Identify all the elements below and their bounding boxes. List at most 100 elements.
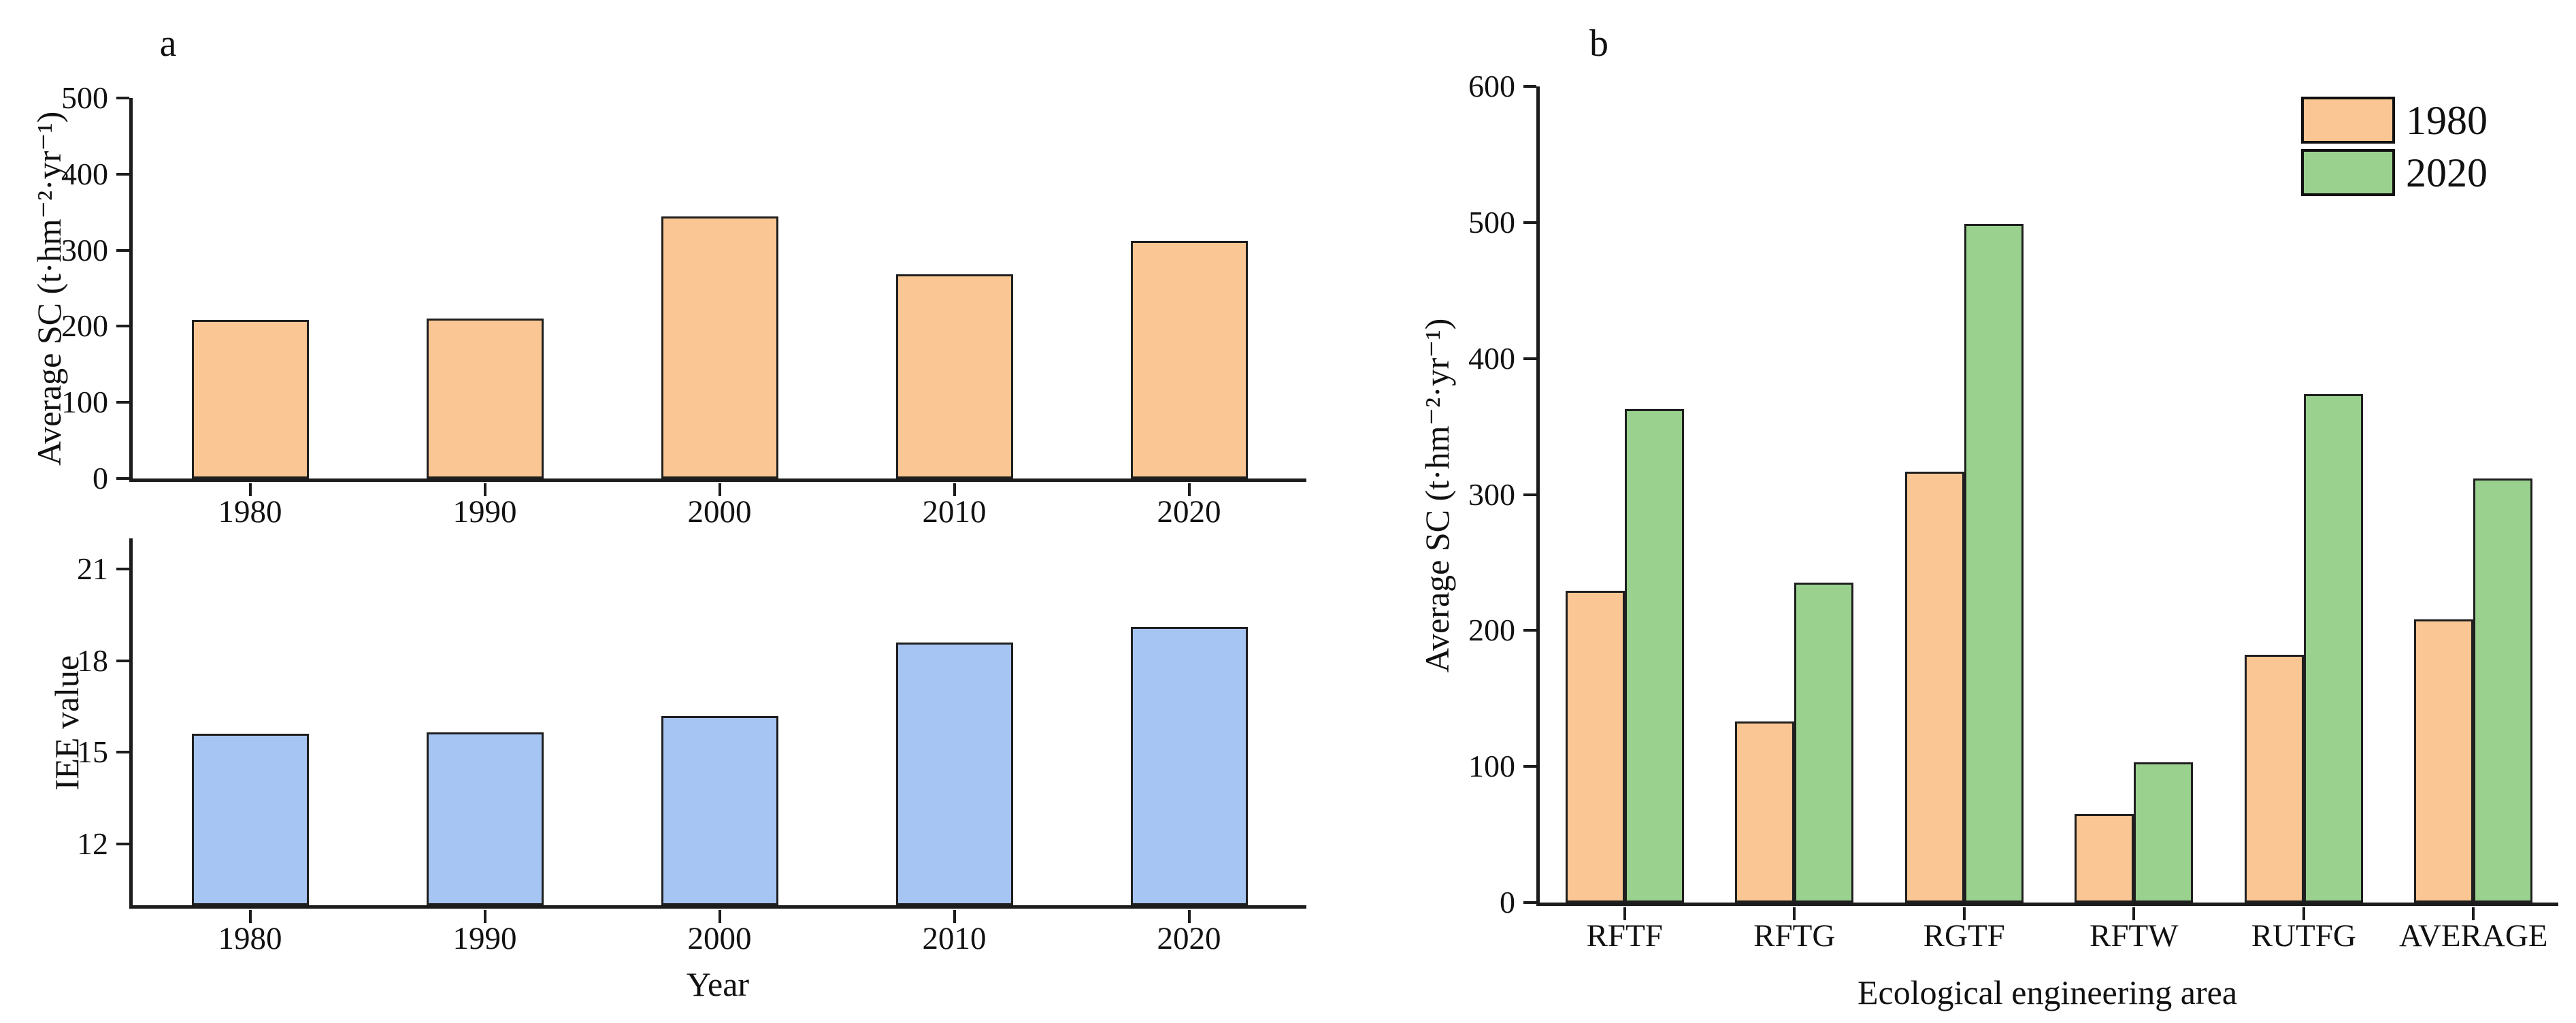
x-axis-tick-label: 1980 <box>218 921 282 956</box>
x-axis-tick <box>953 910 956 923</box>
legend-label: 1980 <box>2406 97 2488 143</box>
y-axis-tick-label: 200 <box>1468 613 1515 648</box>
x-axis-tick-label: RFTF <box>1586 918 1663 954</box>
y-axis-tick <box>116 659 129 662</box>
x-axis-tick-label: 1990 <box>452 921 517 956</box>
bar-IEE value-2020 <box>1130 627 1248 905</box>
panel-a-letter: a <box>159 22 177 65</box>
y-axis-tick-label: 12 <box>77 826 108 862</box>
x-axis-tick <box>718 910 721 923</box>
x-axis-tick <box>248 483 252 496</box>
x-axis-tick-label: 2000 <box>687 494 752 530</box>
y-axis-tick-label: 500 <box>61 80 108 115</box>
x-axis-tick-label: 2010 <box>922 921 987 956</box>
y-axis-tick-label: 300 <box>61 232 108 267</box>
x-axis-tick-label: 2020 <box>1157 494 1221 530</box>
y-axis-tick <box>1523 221 1536 224</box>
x-axis-tick-label: 2000 <box>687 921 752 956</box>
bar-2020-RFTW <box>2134 762 2194 903</box>
bar-1980-AVERAGE <box>2414 619 2474 903</box>
bar-1980-RFTG <box>1735 721 1795 903</box>
legend-entry: 1980 <box>2301 97 2488 144</box>
y-axis-tick-label: 500 <box>1468 204 1515 240</box>
bar-IEE value-2010 <box>895 642 1013 905</box>
bar-Average SC-2000 <box>661 216 778 478</box>
y-axis-tick <box>1523 85 1536 88</box>
y-axis-tick-label: 0 <box>1500 885 1515 920</box>
panel-a-bottom-bar-chart: 12 15 18 21 1980 1990 2000 2010 2020 <box>77 538 1306 955</box>
legend-entry: 2020 <box>2301 149 2488 196</box>
y-axis-tick-label: 400 <box>1468 340 1515 376</box>
x-axis-tick <box>953 483 956 496</box>
legend-label: 2020 <box>2406 150 2488 195</box>
x-axis-tick <box>2302 907 2305 920</box>
x-axis-tick-label: RFTW <box>2089 918 2179 954</box>
y-axis-tick <box>116 477 129 480</box>
y-axis-tick <box>1523 629 1536 632</box>
bar-IEE value-1980 <box>191 734 309 905</box>
x-axis-tick <box>483 483 486 496</box>
y-axis-tick <box>116 843 129 846</box>
y-axis-tick-label: 21 <box>77 551 108 586</box>
bar-Average SC-2010 <box>895 274 1013 478</box>
bar-Average SC-1980 <box>191 320 309 478</box>
bar-2020-AVERAGE <box>2473 478 2533 903</box>
bar-2020-RGTF <box>1964 223 2024 903</box>
panel-b-letter: b <box>1589 22 1608 65</box>
x-axis-tick-label: AVERAGE <box>2399 918 2548 954</box>
y-axis-tick <box>116 401 129 404</box>
bar-2020-RFTF <box>1624 408 1684 903</box>
bar-2020-RFTG <box>1794 583 1854 903</box>
y-axis-tick-label: 300 <box>1468 476 1515 512</box>
x-axis-tick-label: RFTG <box>1753 918 1836 954</box>
bar-Average SC-1990 <box>426 319 544 478</box>
legend-swatch-1980 <box>2301 97 2395 144</box>
panel-b-y-axis-title: Average SC (t·hm⁻²·yr⁻¹) <box>1418 318 1456 673</box>
y-axis-tick <box>116 567 129 570</box>
bar-Average SC-2020 <box>1130 241 1248 478</box>
y-axis-tick <box>116 751 129 754</box>
y-axis-tick-label: 400 <box>61 156 108 191</box>
x-axis-tick-label: 2010 <box>922 494 987 530</box>
x-axis-tick <box>248 910 252 923</box>
bar-IEE value-1990 <box>426 732 544 905</box>
y-axis-tick-label: 100 <box>1468 749 1515 784</box>
legend-swatch-2020 <box>2301 149 2395 196</box>
panel-a-top-bar-chart: 0 100 200 300 400 500 1980 1990 2000 2010 2020 <box>61 82 1306 528</box>
y-axis-tick <box>116 248 129 252</box>
x-axis-tick-label: 1990 <box>452 494 517 530</box>
y-axis-tick-label: 0 <box>93 461 108 496</box>
y-axis-tick-label: 15 <box>77 734 108 770</box>
x-axis-tick-label: RUTFG <box>2251 918 2356 954</box>
y-axis-tick-label: 100 <box>61 385 108 420</box>
panel-b-grouped-bar-chart: 0 100 200 300 400 500 600 RFTF RFTG RGTF RFTW RUTFG… <box>1468 71 2558 952</box>
y-axis-tick <box>116 172 129 176</box>
bar-2020-RUTFG <box>2303 393 2363 903</box>
x-axis-tick-label: 1980 <box>218 494 282 530</box>
bar-1980-RGTF <box>1904 471 1964 903</box>
x-axis-tick-label: 2020 <box>1157 921 1221 956</box>
x-axis-tick <box>2132 907 2136 920</box>
y-axis-tick <box>116 325 129 328</box>
bar-IEE value-2000 <box>661 715 778 905</box>
bar-1980-RFTF <box>1565 591 1625 903</box>
legend: 1980 2020 <box>2301 97 2488 196</box>
y-axis-tick-label: 600 <box>1468 69 1515 103</box>
x-axis-tick <box>483 910 486 923</box>
y-axis-tick <box>1523 901 1536 904</box>
x-axis-tick <box>1187 910 1191 923</box>
y-axis-tick-label: 18 <box>77 643 108 678</box>
x-axis-tick-label: RGTF <box>1923 918 2005 954</box>
x-axis-tick <box>718 483 721 496</box>
y-axis-tick <box>1523 357 1536 360</box>
y-axis-tick-label: 200 <box>61 308 108 344</box>
y-axis-tick <box>1523 493 1536 496</box>
bar-1980-RFTW <box>2075 814 2134 903</box>
x-axis-tick <box>1623 907 1626 920</box>
bar-1980-RUTFG <box>2244 655 2304 903</box>
y-axis-tick <box>1523 765 1536 768</box>
panel-b-x-axis-title: Ecological engineering area <box>1857 973 2238 1011</box>
x-axis-tick <box>1793 907 1796 920</box>
y-axis-tick <box>116 97 129 99</box>
